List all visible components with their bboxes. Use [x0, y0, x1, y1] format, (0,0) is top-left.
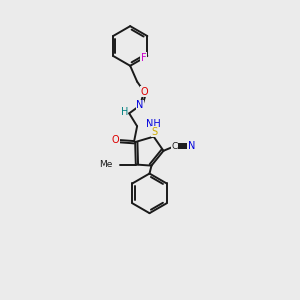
Text: F: F	[141, 53, 146, 63]
Text: S: S	[152, 127, 158, 137]
Text: C: C	[171, 142, 178, 151]
Text: Me: Me	[99, 160, 112, 169]
Text: NH: NH	[146, 119, 161, 129]
Text: O: O	[140, 86, 148, 97]
Text: H: H	[121, 107, 128, 117]
Text: N: N	[188, 141, 195, 151]
Text: O: O	[112, 135, 119, 145]
Text: N: N	[136, 100, 144, 110]
